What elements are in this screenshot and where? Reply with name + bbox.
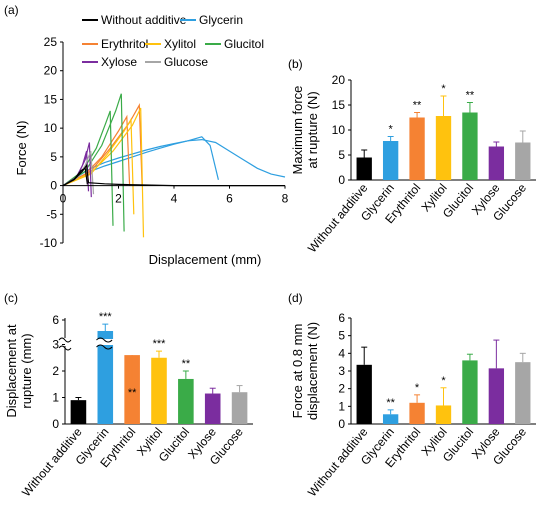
y-tick-label-c: 0 <box>52 417 59 431</box>
y-tick-label-b: 10 <box>332 123 346 137</box>
x-tick-label-a: 0 <box>60 192 67 206</box>
significance-xylitol: * <box>441 83 446 95</box>
bar-glycerin <box>382 141 399 180</box>
y-tick-label-d: 4 <box>338 346 345 360</box>
bar-xylitol <box>151 357 167 424</box>
bar-erythritol <box>409 117 425 180</box>
panel-label-d: (d) <box>288 291 303 305</box>
y-tick-label-d: 5 <box>338 329 345 343</box>
y-axis-label-b: Maximum force <box>290 86 305 175</box>
y-axis-label-d-2: displacement (N) <box>305 322 320 420</box>
y-tick-label-d: 2 <box>338 382 345 396</box>
y-tick-label-a: 15 <box>44 92 58 106</box>
bar-xylose <box>488 146 505 180</box>
y-tick-label-b: 20 <box>332 73 346 87</box>
significance-xylitol: * <box>441 375 446 387</box>
x-tick-label-a: 4 <box>171 192 178 206</box>
x-tick-label-a: 2 <box>115 192 122 206</box>
significance-glucitol: ** <box>182 358 191 370</box>
axis-break-mark <box>58 345 72 351</box>
bar-xylose <box>204 393 221 424</box>
bar-break-mark <box>96 344 113 350</box>
curve-erythritol <box>62 114 131 187</box>
y-tick-label-b: 15 <box>332 98 346 112</box>
legend-label-without-additive: Without additive <box>101 13 187 27</box>
significance-glycerin: ** <box>386 397 395 409</box>
panel-label-a: (a) <box>4 3 19 17</box>
y-tick-label-d: 1 <box>338 399 345 413</box>
bar-glucose <box>515 142 531 180</box>
y-tick-label-c: 3 <box>52 338 59 352</box>
y-tick-label-c: 6 <box>52 313 59 327</box>
significance-glycerin: * <box>389 124 394 136</box>
y-tick-label-b: 5 <box>338 148 345 162</box>
bar-without-additive <box>356 364 372 424</box>
legend-label-glycerin: Glycerin <box>199 13 243 27</box>
bar-xylitol <box>435 116 452 180</box>
significance-erythritol: * <box>415 382 420 394</box>
curve-glucitol <box>62 93 125 232</box>
x-axis-label-a: Displacement (mm) <box>149 252 262 267</box>
legend-label-xylitol: Xylitol <box>164 37 196 51</box>
bar-glucitol <box>462 360 478 424</box>
y-tick-label-a: -5 <box>46 207 57 221</box>
bar-without-additive <box>356 157 372 180</box>
panel-label-c: (c) <box>4 291 18 305</box>
axis-break-mark <box>58 337 72 343</box>
bar-xylitol <box>435 405 452 424</box>
bar-xylose <box>488 368 505 424</box>
significance-glucitol: ** <box>466 90 475 102</box>
legend-label-glucitol: Glucitol <box>224 37 264 51</box>
y-axis-label-d: Force at 0.8 mm <box>290 324 305 419</box>
bar-break-mark <box>96 337 113 343</box>
y-tick-label-a: 25 <box>44 35 58 49</box>
y-tick-label-a: 0 <box>50 179 57 193</box>
y-axis-label-a: Force (N) <box>14 121 29 176</box>
legend-label-xylose: Xylose <box>101 55 137 69</box>
significance-erythritol: ** <box>128 387 137 399</box>
significance-erythritol: ** <box>413 100 422 112</box>
bar-erythritol <box>409 402 425 424</box>
bar-glucitol <box>462 112 478 180</box>
y-axis-label-c: Displacement at <box>4 324 19 418</box>
x-tick-label-a: 8 <box>282 192 289 206</box>
y-axis-label-c-2: rupture (mm) <box>19 333 34 408</box>
legend-label-glucose: Glucose <box>164 55 208 69</box>
bar-glucitol <box>178 378 194 424</box>
y-tick-label-d: 0 <box>338 417 345 431</box>
significance-xylitol: *** <box>153 338 167 350</box>
y-axis-label-b-2: at rupture (N) <box>305 91 320 168</box>
bar-without-additive <box>70 400 87 424</box>
y-tick-label-a: 5 <box>50 150 57 164</box>
x-tick-label-a: 6 <box>226 192 233 206</box>
bar-glycerin <box>382 414 399 424</box>
bar-glucose <box>515 362 531 424</box>
y-tick-label-d: 6 <box>338 311 345 325</box>
y-tick-label-a: 20 <box>44 64 58 78</box>
significance-glycerin: *** <box>99 311 113 323</box>
legend-label-erythritol: Erythritol <box>101 37 148 51</box>
y-tick-label-d: 3 <box>338 364 345 378</box>
bar-glycerin <box>97 331 114 424</box>
y-tick-label-b: 0 <box>338 173 345 187</box>
bar-glucose <box>231 392 248 424</box>
bar-break-gap <box>96 339 115 345</box>
y-tick-label-a: 10 <box>44 121 58 135</box>
curve-erythritol <box>62 103 143 187</box>
y-tick-label-a: -10 <box>40 236 58 250</box>
y-tick-label-c: 2 <box>52 364 59 378</box>
y-tick-label-c: 1 <box>52 391 59 405</box>
panel-label-b: (b) <box>288 57 303 71</box>
curve-without-additive <box>62 167 88 187</box>
